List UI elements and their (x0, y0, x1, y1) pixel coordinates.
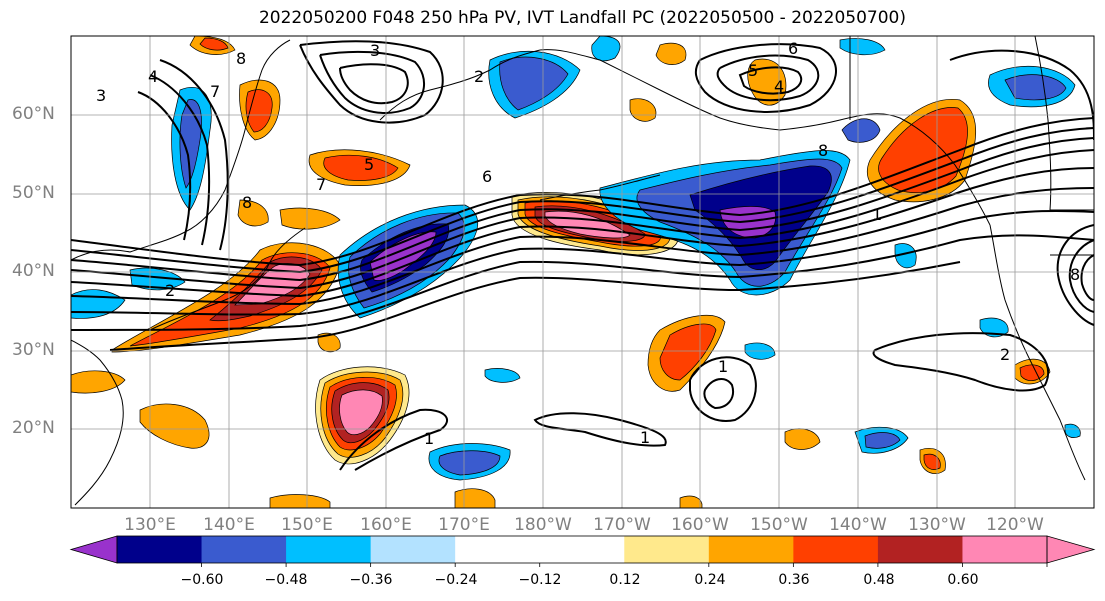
lat-label: 30°N (12, 340, 55, 360)
contour-label: 8 (236, 49, 246, 68)
contour-label: 1 (872, 205, 882, 224)
contour-label: 7 (210, 82, 220, 101)
colorbar-segment (708, 536, 794, 563)
colorbar-segment (793, 536, 879, 563)
colorbar-segment (455, 536, 541, 563)
colorbar (69, 535, 1096, 567)
lon-label: 140°E (203, 515, 255, 535)
contour-label: 2 (474, 67, 484, 86)
contour-label: 1 (718, 357, 728, 376)
contour-label: 3 (96, 86, 106, 105)
lon-label: 120°W (986, 515, 1044, 535)
contour-label: 6 (788, 39, 798, 58)
contour-label: 7 (316, 175, 326, 194)
lat-label: 60°N (12, 104, 55, 124)
colorbar-tick-label: 0.12 (609, 572, 641, 588)
lat-label: 40°N (12, 261, 55, 281)
lon-label: 170°E (438, 515, 490, 535)
contour-label: 8 (242, 193, 252, 212)
colorbar-extend-max (1046, 535, 1096, 564)
colorbar-extend-min (69, 535, 118, 564)
coastlines (71, 36, 1094, 506)
contour-label: 2 (165, 281, 175, 300)
lat-label: 50°N (12, 183, 55, 203)
lon-label: 180°W (514, 515, 572, 535)
lon-label: 160°E (360, 515, 412, 535)
colorbar-segment (962, 536, 1048, 563)
pv-contours (71, 40, 1094, 471)
gridlines (71, 36, 1094, 508)
lon-label: 140°W (829, 515, 887, 535)
colorbar-tick-label: 0.24 (694, 572, 726, 588)
colorbar-tick-label: −0.12 (518, 572, 562, 588)
contour-label: 6 (482, 167, 492, 186)
contour-label: 1 (640, 428, 650, 447)
contour-label: 4 (774, 77, 784, 96)
contour-label: 1 (424, 429, 434, 448)
contour-label: 2 (1000, 345, 1010, 364)
map-title: 2022050200 F048 250 hPa PV, IVT Landfall… (258, 8, 906, 28)
contour-label: 8 (1070, 265, 1080, 284)
colorbar-tick-label: −0.24 (434, 572, 478, 588)
colorbar-segment (624, 536, 710, 563)
colorbar-tick-label: −0.48 (264, 572, 308, 588)
colorbar-tick-label: 0.48 (863, 572, 895, 588)
lon-label: 170°W (593, 515, 651, 535)
contour-label: 5 (364, 155, 374, 174)
lon-label: 130°E (124, 515, 176, 535)
contour-label: 5 (748, 61, 758, 80)
contour-label: 3 (370, 41, 380, 60)
colorbar-tick-label: −0.36 (349, 572, 393, 588)
colorbar-segment (370, 536, 456, 563)
lon-label: 130°W (908, 515, 966, 535)
colorbar-segment (286, 536, 372, 563)
contour-label: 4 (148, 67, 158, 86)
lon-label: 150°W (750, 515, 808, 535)
contour-labels: 1 1 1 1 2 2 2 3 3 4 4 5 5 6 6 7 7 8 8 8 … (96, 39, 1080, 448)
lat-label: 20°N (12, 418, 55, 438)
colorbar-frame (116, 535, 1048, 564)
colorbar-segment (877, 536, 963, 563)
colorbar-tick-label: −0.60 (180, 572, 224, 588)
colorbar-segment (117, 536, 203, 563)
colorbar-tick-label: 0.36 (778, 572, 810, 588)
colorbar-segment (539, 536, 625, 563)
lon-label: 150°E (281, 515, 333, 535)
colorbar-segment (201, 536, 287, 563)
contour-label: 8 (818, 141, 828, 160)
colorbar-tick-label: 0.60 (947, 572, 979, 588)
plot-frame (70, 35, 1095, 509)
lon-label: 160°W (671, 515, 729, 535)
